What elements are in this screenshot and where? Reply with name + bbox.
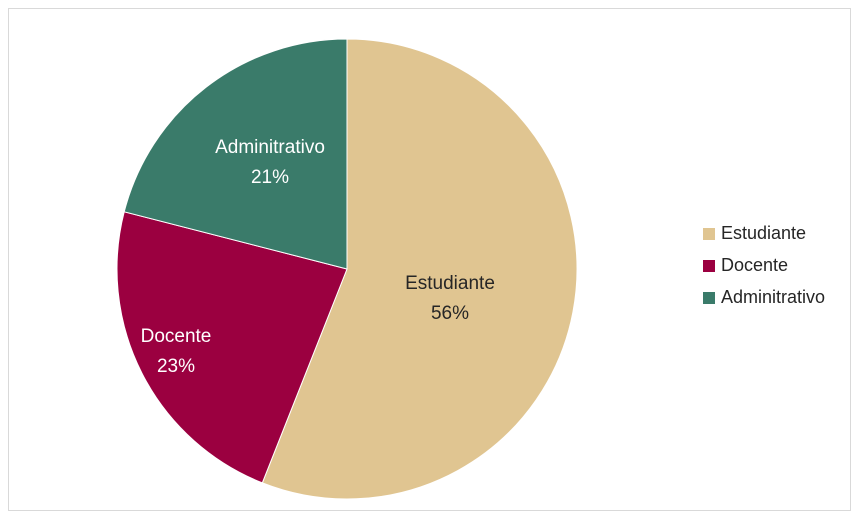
legend-label-estudiante: Estudiante	[721, 223, 807, 243]
pie-slice-adminitrativo	[123, 38, 348, 270]
legend-item-estudiante: Estudiante	[703, 221, 825, 246]
legend-item-adminitrativo: Adminitrativo	[703, 285, 825, 310]
legend-label-docente: Docente	[721, 255, 789, 275]
slice-name-label-estudiante: Estudiante	[405, 273, 495, 294]
slice-percent-label-docente: 23%	[157, 356, 195, 377]
legend-label-adminitrativo: Adminitrativo	[721, 287, 826, 307]
pie-chart: Estudiante 56% Docente 23% Adminitrativo 21%	[116, 38, 578, 500]
slice-name-label-docente: Docente	[141, 326, 212, 347]
slice-percent-label-estudiante: 56%	[431, 303, 469, 324]
legend: Estudiante Docente Adminitrativo	[703, 221, 825, 317]
legend-item-docente: Docente	[703, 253, 825, 278]
legend-swatch-adminitrativo	[703, 291, 715, 304]
pie-slice-docente	[116, 211, 348, 484]
legend-swatch-estudiante	[703, 227, 715, 240]
slice-name-label-adminitrativo: Adminitrativo	[215, 137, 325, 158]
chart-area: Estudiante 56% Docente 23% Adminitrativo 21% …	[8, 8, 851, 511]
legend-swatch-docente	[703, 259, 715, 272]
pie-slice-estudiante	[261, 38, 578, 500]
slice-percent-label-adminitrativo: 21%	[251, 167, 289, 188]
